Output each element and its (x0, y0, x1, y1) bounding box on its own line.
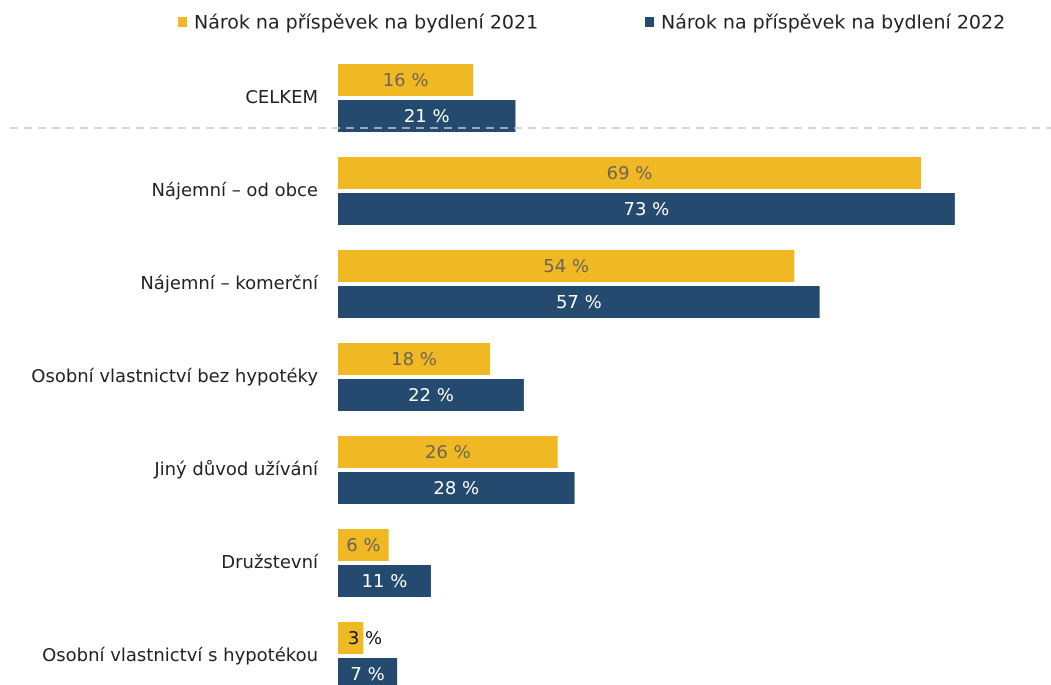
value-label: 73 % (624, 199, 670, 220)
bar (338, 157, 922, 189)
category-label: Osobní vlastnictví s hypotékou (42, 645, 318, 666)
bar (338, 529, 389, 561)
value-label: 16 % (383, 70, 429, 91)
bar (338, 64, 474, 96)
value-label: 54 % (543, 256, 589, 277)
value-label: 22 % (408, 385, 454, 406)
category-label: Nájemní – od obce (151, 180, 318, 201)
bar (338, 250, 795, 282)
bar (338, 100, 516, 132)
bar (338, 379, 524, 411)
bar (338, 193, 955, 225)
bar (338, 343, 491, 375)
value-label: 18 % (391, 349, 437, 370)
legend-label: Nárok na příspěvek na bydlení 2021 (194, 12, 538, 34)
value-label: 3 % (348, 628, 382, 649)
legend-swatch (645, 17, 654, 27)
value-label: 28 % (433, 478, 479, 499)
bar (338, 286, 820, 318)
value-label: 69 % (607, 163, 653, 184)
value-label: 21 % (404, 106, 450, 127)
bar (338, 622, 364, 654)
category-label: Jiný důvod užívání (153, 459, 319, 480)
bar (338, 565, 431, 597)
legend-label: Nárok na příspěvek na bydlení 2022 (661, 12, 1005, 34)
category-label: Nájemní – komerční (140, 273, 319, 294)
bar (338, 436, 558, 468)
category-label: CELKEM (245, 87, 318, 108)
value-label: 6 % (346, 535, 380, 556)
category-label: Družstevní (221, 552, 319, 573)
value-label: 11 % (362, 571, 408, 592)
value-label: 26 % (425, 442, 471, 463)
bar (338, 472, 575, 504)
legend-swatch (178, 17, 187, 27)
bar (338, 658, 398, 685)
value-label: 57 % (556, 292, 602, 313)
category-label: Osobní vlastnictví bez hypotéky (31, 366, 318, 387)
value-label: 7 % (350, 664, 384, 685)
